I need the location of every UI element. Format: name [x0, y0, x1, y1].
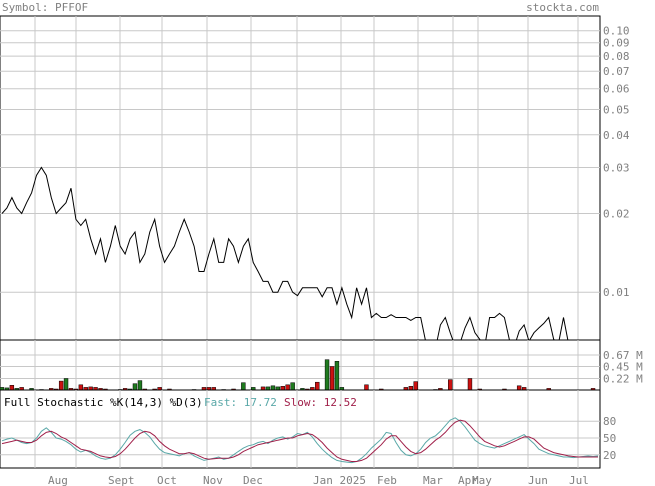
x-tick-label: Jul [569, 474, 589, 486]
price-y-axis: 0.100.090.08 0.07 0.06 0.05 0.04 0.03 0.02 0.01 [603, 25, 630, 299]
x-tick-label: Nov [203, 474, 223, 486]
stochastic-slow-label: Slow: 12.52 [284, 396, 357, 409]
x-tick-label: Dec [243, 474, 263, 486]
x-tick-label: Jun [528, 474, 548, 486]
volume-bar [413, 381, 418, 391]
volume-bar [137, 380, 143, 391]
volume-bar [364, 384, 369, 391]
symbol-label: Symbol: PFFOF [2, 1, 88, 14]
volume-bar [329, 366, 335, 391]
price-tick-label: 0.02 [603, 207, 630, 220]
x-tick-label: Mar [423, 474, 443, 486]
volume-bar [285, 384, 290, 391]
volume-bar [516, 385, 522, 391]
volume-bar [63, 378, 69, 391]
price-tick-label: 0.05 [603, 103, 630, 116]
volume-tick-label: 0.67 M [603, 349, 643, 362]
stochastic-fast-label: Fast: 17.72 [204, 396, 277, 409]
volume-bar [78, 384, 84, 391]
stochastic-title: Full Stochastic %K(14,3) %D(3) [4, 396, 203, 409]
volume-bar [9, 385, 15, 391]
volume-bar [324, 359, 330, 391]
price-tick-label: 0.08 [603, 50, 630, 63]
volume-bar [334, 361, 340, 391]
x-tick-label: Jan 2025 [313, 474, 366, 486]
stochastic-tick-label: 20 [603, 449, 616, 462]
price-panel: 0.100.090.08 0.07 0.06 0.05 0.04 0.03 0.02 0.01 [0, 15, 630, 362]
volume-tick-label: 0.45 M [603, 361, 643, 374]
volume-bar [280, 386, 285, 391]
volume-panel: 0.67 M0.45 M0.22 M [0, 339, 643, 391]
site-label[interactable]: stockta.com [526, 1, 599, 14]
x-tick-label: Apr [458, 474, 478, 486]
price-tick-label: 0.09 [603, 37, 630, 50]
x-tick-label: Feb [377, 474, 397, 486]
volume-bar [448, 379, 453, 391]
stochastic-fast-line [1, 417, 599, 464]
price-tick-label: 0.04 [603, 129, 630, 142]
volume-bar [408, 386, 414, 391]
price-grid [0, 16, 600, 340]
price-panel-frame [0, 15, 601, 341]
x-tick-label: Sept [108, 474, 135, 486]
x-tick-label: Aug [48, 474, 68, 486]
x-tick-label: Oct [157, 474, 177, 486]
stochastic-tick-label: 80 [603, 415, 616, 428]
volume-y-axis: 0.67 M0.45 M0.22 M [603, 349, 643, 386]
volume-bar [467, 378, 473, 391]
volume-bar [270, 385, 276, 391]
stochastic-grid [0, 390, 600, 468]
volume-bar [290, 382, 295, 391]
price-tick-label: 0.03 [603, 161, 630, 174]
price-tick-label: 0.07 [603, 65, 630, 78]
stochastic-tick-label: 50 [603, 432, 616, 445]
price-tick-label: 0.10 [603, 25, 630, 38]
price-tick-label: 0.01 [603, 286, 630, 299]
volume-bar [315, 381, 320, 391]
volume-bars [0, 359, 596, 391]
volume-bar [241, 382, 246, 391]
stochastic-panel: 80 50 20 Full Stochastic %K(14,3) %D(3) Fa… [0, 389, 616, 469]
price-line [1, 166, 599, 362]
volume-tick-label: 0.22 M [603, 373, 643, 386]
stochastic-slow-line [1, 419, 598, 462]
price-tick-label: 0.06 [603, 83, 630, 96]
volume-bar [58, 380, 64, 391]
volume-grid [0, 340, 600, 390]
stochastic-y-axis: 80 50 20 [603, 415, 616, 462]
volume-bar [132, 383, 138, 391]
volume-panel-frame [0, 339, 601, 391]
x-tick-label: May [472, 474, 492, 486]
